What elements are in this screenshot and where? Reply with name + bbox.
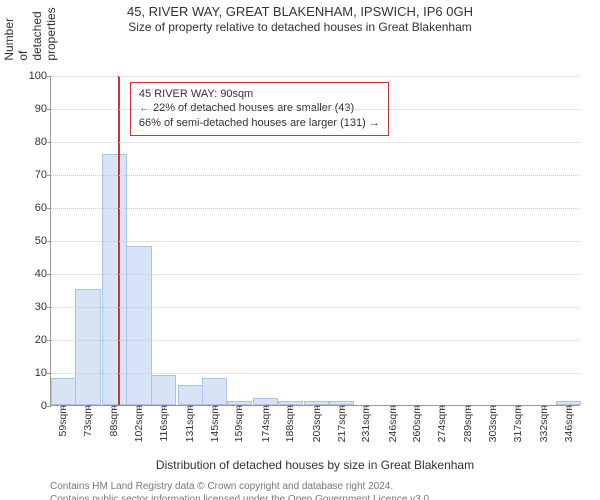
- x-tick-label: 159sqm: [233, 405, 245, 446]
- grid-line: [51, 274, 580, 275]
- x-tick-label: 73sqm: [82, 405, 94, 441]
- histogram-bar: [202, 378, 227, 404]
- x-axis-label: Distribution of detached houses by size …: [50, 458, 580, 472]
- y-tick-mark: [47, 307, 51, 308]
- x-tick-label: 203sqm: [311, 405, 323, 446]
- histogram-bar: [151, 375, 176, 405]
- x-tick-label: 231sqm: [360, 405, 372, 446]
- y-tick-mark: [47, 142, 51, 143]
- x-tick-label: 217sqm: [336, 405, 348, 446]
- histogram-bar: [126, 246, 151, 404]
- x-tick-label: 102sqm: [133, 405, 145, 446]
- y-tick-mark: [47, 340, 51, 341]
- x-tick-label: 116sqm: [158, 405, 170, 446]
- page-title: 45, RIVER WAY, GREAT BLAKENHAM, IPSWICH,…: [0, 0, 600, 20]
- y-tick-mark: [47, 109, 51, 110]
- x-tick-label: 246sqm: [387, 405, 399, 446]
- grid-line: [51, 208, 580, 209]
- grid-line: [51, 307, 580, 308]
- x-tick-label: 274sqm: [436, 405, 448, 446]
- grid-line: [51, 76, 580, 77]
- x-tick-label: 174sqm: [260, 405, 272, 446]
- annotation-line-3: 66% of semi-detached houses are larger (…: [139, 116, 380, 131]
- x-tick-label: 317sqm: [512, 405, 524, 446]
- x-tick-label: 260sqm: [411, 405, 423, 446]
- histogram-bar: [178, 385, 203, 405]
- y-tick-mark: [47, 76, 51, 77]
- page-subtitle: Size of property relative to detached ho…: [0, 20, 600, 34]
- y-tick-mark: [47, 274, 51, 275]
- annotation-line-1: 45 RIVER WAY: 90sqm: [139, 87, 380, 102]
- grid-line: [51, 340, 580, 341]
- x-tick-label: 59sqm: [57, 405, 69, 441]
- y-axis-label: Number of detached properties: [2, 7, 58, 60]
- histogram-bar: [51, 378, 76, 404]
- x-tick-label: 289sqm: [462, 405, 474, 446]
- grid-line: [51, 175, 580, 176]
- y-tick-mark: [47, 241, 51, 242]
- footer-attribution: Contains HM Land Registry data © Crown c…: [50, 480, 432, 500]
- x-tick-label: 346sqm: [563, 405, 575, 446]
- x-tick-label: 332sqm: [538, 405, 550, 446]
- x-tick-label: 88sqm: [108, 405, 120, 441]
- x-tick-label: 303sqm: [487, 405, 499, 446]
- y-tick-mark: [47, 175, 51, 176]
- y-tick-mark: [47, 208, 51, 209]
- plot-area: 45 RIVER WAY: 90sqm ← 22% of detached ho…: [50, 76, 580, 406]
- grid-line: [51, 241, 580, 242]
- y-tick-mark: [47, 406, 51, 407]
- histogram-bar: [253, 398, 278, 405]
- footer-line-1: Contains HM Land Registry data © Crown c…: [50, 480, 432, 493]
- grid-line: [51, 142, 580, 143]
- grid-line: [51, 373, 580, 374]
- x-tick-label: 188sqm: [284, 405, 296, 446]
- histogram-bar: [102, 154, 127, 405]
- y-tick-mark: [47, 373, 51, 374]
- x-tick-label: 145sqm: [209, 405, 221, 446]
- grid-line: [51, 109, 580, 110]
- x-tick-label: 131sqm: [184, 405, 196, 446]
- footer-line-2: Contains public sector information licen…: [50, 493, 432, 500]
